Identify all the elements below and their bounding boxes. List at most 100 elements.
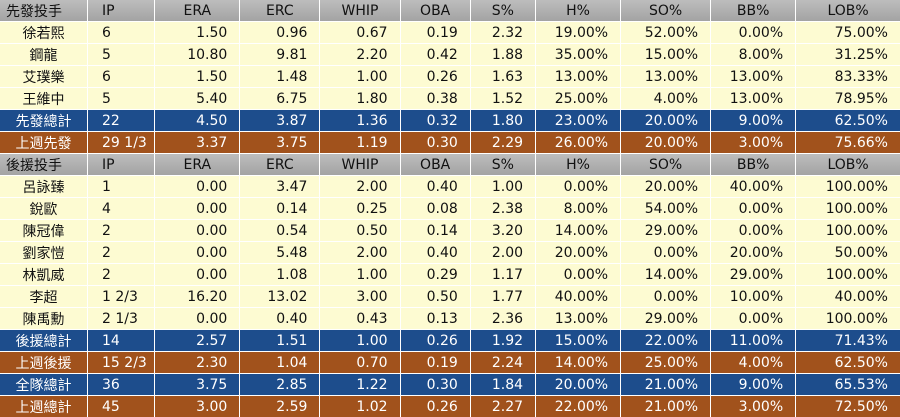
last-week-cell: 3.00% [711, 132, 796, 153]
data-cell: 2.32 [470, 22, 536, 43]
data-cell: 徐若熙 [0, 22, 88, 43]
last-week-cell: 62.50% [796, 352, 900, 373]
data-cell: 0.00 [155, 220, 240, 241]
data-cell: 呂詠臻 [0, 176, 88, 197]
total-cell: 62.50% [796, 110, 900, 131]
data-cell: 0.40 [400, 176, 470, 197]
data-cell: 13.00% [536, 66, 621, 87]
data-cell: 1.52 [470, 88, 536, 109]
last-week-cell: 20.00% [621, 132, 711, 153]
data-cell: 50.00% [796, 242, 900, 263]
header-cell: SO% [621, 154, 711, 175]
data-cell: 54.00% [621, 198, 711, 219]
data-cell: 0.14 [240, 198, 320, 219]
data-cell: 100.00% [796, 198, 900, 219]
data-cell: 1.17 [470, 264, 536, 285]
team-last-week-cell: 1.02 [320, 396, 400, 417]
data-cell: 31.25% [796, 44, 900, 65]
data-cell: 5.40 [155, 88, 240, 109]
header-cell: IP [88, 154, 155, 175]
data-cell: 100.00% [796, 308, 900, 329]
data-cell: 14.00% [536, 220, 621, 241]
team-last-week-cell: 0.26 [400, 396, 470, 417]
data-cell: 0.38 [400, 88, 470, 109]
data-cell: 1 2/3 [88, 286, 155, 307]
data-cell: 0.50 [320, 220, 400, 241]
data-cell: 0.00% [711, 22, 796, 43]
data-cell: 13.00% [621, 66, 711, 87]
header-cell: SO% [621, 0, 711, 21]
team-last-week-cell: 3.00 [155, 396, 240, 417]
team-total-cell: 65.53% [796, 374, 900, 395]
data-cell: 1.50 [155, 66, 240, 87]
data-cell: 0.19 [400, 22, 470, 43]
last-week-cell: 29 1/3 [88, 132, 155, 153]
data-cell: 19.00% [536, 22, 621, 43]
team-total-cell: 3.75 [155, 374, 240, 395]
last-week-cell: 0.30 [400, 132, 470, 153]
data-cell: 10.00% [711, 286, 796, 307]
data-cell: 6 [88, 66, 155, 87]
last-week-cell: 1.19 [320, 132, 400, 153]
data-cell: 0.00% [536, 264, 621, 285]
team-total-cell: 36 [88, 374, 155, 395]
data-cell: 0.00 [155, 242, 240, 263]
last-week-cell: 25.00% [621, 352, 711, 373]
header-cell: BB% [711, 0, 796, 21]
data-cell: 83.33% [796, 66, 900, 87]
header-cell: ERC [240, 0, 320, 21]
team-last-week-cell: 21.00% [621, 396, 711, 417]
data-cell: 100.00% [796, 220, 900, 241]
data-cell: 9.81 [240, 44, 320, 65]
data-cell: 0.00% [621, 286, 711, 307]
data-cell: 1.63 [470, 66, 536, 87]
header-cell: WHIP [320, 154, 400, 175]
header-cell: OBA [400, 0, 470, 21]
data-cell: 20.00% [536, 242, 621, 263]
data-cell: 13.00% [711, 88, 796, 109]
last-week-cell: 2.30 [155, 352, 240, 373]
last-week-cell: 3.37 [155, 132, 240, 153]
data-cell: 2 [88, 220, 155, 241]
total-cell: 0.26 [400, 330, 470, 351]
data-cell: 0.29 [400, 264, 470, 285]
data-cell: 0.25 [320, 198, 400, 219]
team-total-cell: 1.84 [470, 374, 536, 395]
total-cell: 71.43% [796, 330, 900, 351]
data-cell: 4 [88, 198, 155, 219]
header-cell: OBA [400, 154, 470, 175]
team-last-week-cell: 72.50% [796, 396, 900, 417]
team-last-week-cell: 45 [88, 396, 155, 417]
data-cell: 100.00% [796, 176, 900, 197]
last-week-cell: 0.19 [400, 352, 470, 373]
last-week-cell: 14.00% [536, 352, 621, 373]
header-cell: 先發投手 [0, 0, 88, 21]
data-cell: 52.00% [621, 22, 711, 43]
data-cell: 0.00% [711, 308, 796, 329]
total-cell: 14 [88, 330, 155, 351]
data-cell: 14.00% [621, 264, 711, 285]
data-cell: 13.02 [240, 286, 320, 307]
data-cell: 40.00% [796, 286, 900, 307]
data-cell: 20.00% [711, 242, 796, 263]
total-cell: 1.80 [470, 110, 536, 131]
header-cell: LOB% [796, 0, 900, 21]
data-cell: 1.00 [320, 264, 400, 285]
data-cell: 35.00% [536, 44, 621, 65]
last-week-cell: 0.70 [320, 352, 400, 373]
data-cell: 李超 [0, 286, 88, 307]
team-total-cell: 0.30 [400, 374, 470, 395]
data-cell: 8.00% [536, 198, 621, 219]
header-cell: LOB% [796, 154, 900, 175]
data-cell: 2.38 [470, 198, 536, 219]
team-total-cell: 21.00% [621, 374, 711, 395]
total-cell: 1.36 [320, 110, 400, 131]
header-cell: H% [536, 154, 621, 175]
data-cell: 2.00 [320, 176, 400, 197]
total-cell: 11.00% [711, 330, 796, 351]
data-cell: 1.88 [470, 44, 536, 65]
data-cell: 艾璞樂 [0, 66, 88, 87]
header-cell: ERC [240, 154, 320, 175]
header-cell: 後援投手 [0, 154, 88, 175]
